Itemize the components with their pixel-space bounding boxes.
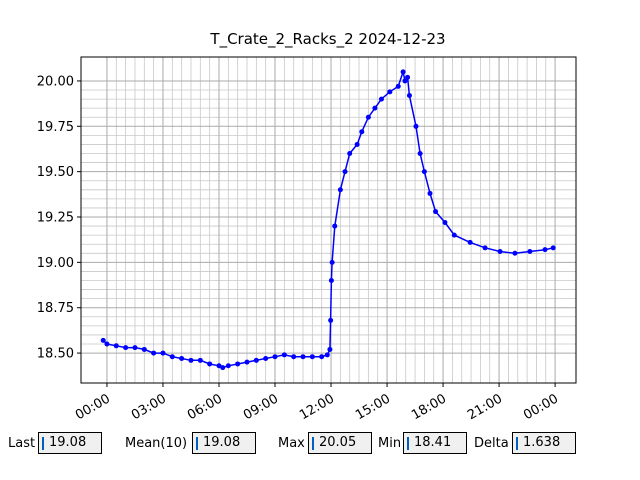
data-point [347, 151, 353, 157]
data-point [395, 83, 401, 89]
data-point [417, 151, 423, 157]
data-point [123, 345, 129, 351]
data-point [188, 357, 194, 363]
data-point [253, 357, 259, 363]
data-point [169, 354, 175, 360]
stat-label: Last [8, 436, 36, 451]
data-point [387, 89, 393, 95]
data-point [207, 361, 213, 367]
data-point [328, 317, 334, 323]
x-tick-label: 00:00 [521, 391, 561, 423]
data-point [512, 250, 518, 256]
x-tick-label: 21:00 [465, 391, 505, 423]
data-point [324, 352, 330, 358]
data-point [405, 74, 411, 80]
stat-value-field[interactable]: 20.05 [308, 432, 372, 454]
data-point [197, 357, 203, 363]
data-point [300, 354, 306, 360]
data-point [179, 356, 185, 362]
data-point [244, 359, 250, 365]
data-point [342, 169, 348, 175]
data-point [451, 232, 457, 238]
data-point [365, 114, 371, 120]
data-point [263, 356, 269, 362]
data-point [337, 187, 343, 193]
data-point [220, 365, 226, 371]
x-tick-label: 03:00 [129, 391, 169, 423]
stat-label: Min [378, 436, 402, 451]
data-point [413, 123, 419, 129]
data-point [132, 345, 138, 351]
data-point [329, 259, 335, 265]
data-point [427, 190, 433, 196]
y-tick-label: 19.75 [37, 120, 74, 135]
data-point [235, 361, 241, 367]
data-line [102, 69, 554, 369]
x-tick-label: 06:00 [185, 391, 225, 423]
y-tick-label: 18.50 [37, 347, 74, 362]
data-point [359, 129, 365, 135]
data-point [372, 105, 378, 111]
data-point [216, 363, 222, 369]
stat-label: Mean(10) [125, 436, 188, 451]
x-tick-label: 15:00 [353, 391, 393, 423]
data-point [291, 354, 297, 360]
data-point [104, 341, 110, 347]
data-point [542, 247, 548, 253]
data-point [151, 350, 157, 356]
stat-value-field[interactable]: 19.08 [38, 432, 102, 454]
stat-label: Delta [474, 436, 509, 451]
y-tick-label: 20.00 [37, 74, 74, 89]
chart-title: T_Crate_2_Racks_2 2024-12-23 [209, 30, 445, 49]
data-point [550, 245, 556, 251]
data-point [406, 92, 412, 98]
data-point [113, 343, 119, 349]
data-point [309, 354, 315, 360]
x-tick-label: 09:00 [241, 391, 281, 423]
plot-frame [80, 56, 577, 384]
x-tick-label: 12:00 [297, 391, 337, 423]
data-point [100, 337, 106, 343]
data-point [332, 223, 338, 229]
data-point [433, 209, 439, 215]
data-point [421, 169, 427, 175]
data-point [442, 219, 448, 225]
data-point [354, 141, 360, 147]
data-point [319, 354, 325, 360]
data-point [160, 350, 166, 356]
y-tick-label: 19.25 [37, 211, 74, 226]
y-tick-label: 19.00 [37, 256, 74, 271]
stat-value-field[interactable]: 18.41 [403, 432, 467, 454]
x-tick-label: 18:00 [409, 391, 449, 423]
x-tick-label: 00:00 [73, 391, 113, 423]
data-point [141, 346, 147, 352]
data-point [482, 245, 488, 251]
data-point [497, 248, 503, 254]
data-point [378, 96, 384, 102]
stat-label: Max [278, 436, 305, 451]
data-point [328, 278, 334, 284]
y-tick-label: 19.50 [37, 165, 74, 180]
data-point [400, 69, 406, 75]
data-point [272, 354, 278, 360]
stat-value-field[interactable]: 1.638 [512, 432, 576, 454]
data-point [327, 346, 333, 352]
data-point [467, 239, 473, 245]
data-point [402, 78, 408, 84]
data-point [281, 352, 287, 358]
data-point [527, 248, 533, 254]
data-point [225, 363, 231, 369]
y-tick-label: 18.75 [37, 301, 74, 316]
stat-value-field[interactable]: 19.08 [192, 432, 256, 454]
